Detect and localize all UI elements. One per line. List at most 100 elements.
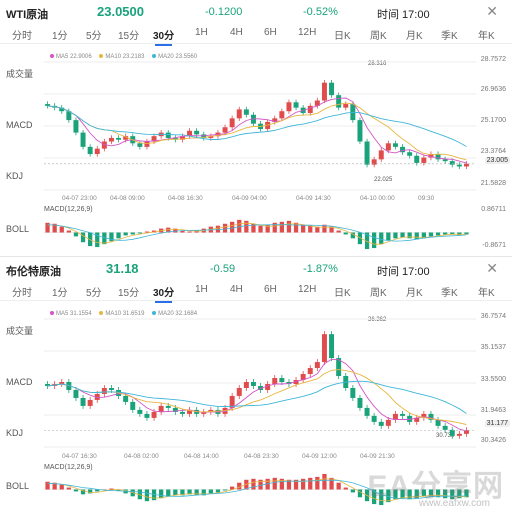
macd-bar [457,489,462,499]
macd-bar [215,225,221,233]
candle-body [250,382,256,386]
close-icon[interactable]: ✕ [486,3,498,19]
tab-period-active[interactable]: 30分 [153,284,174,303]
macd-bar [251,223,256,233]
x-axis-label: 04-07 23:00 [62,195,97,202]
macd-bar [407,232,412,239]
tab-period[interactable]: 1H [195,27,208,38]
tab-period[interactable]: 15分 [118,31,140,42]
indicator-macd[interactable]: MACD [6,120,33,130]
y-axis-label: 35.1537 [480,344,506,351]
macd-bar [116,232,121,239]
x-axis-label: 04-08 16:30 [168,195,203,202]
indicator-volume[interactable]: 成交量 [6,69,34,79]
tab-period[interactable]: 周K [370,31,387,42]
candle-body [442,425,448,430]
percent-change: -0.52% [303,6,338,18]
tab-period[interactable]: 5分 [86,288,102,299]
last-price: 31.18 [106,261,139,276]
macd-bar [166,227,171,233]
tab-period[interactable]: 日K [334,288,351,299]
candle-body [314,362,320,369]
tab-period[interactable]: 月K [406,288,423,299]
macd-bar [301,478,306,490]
tab-period[interactable]: 分时 [12,288,32,299]
candle-body [73,120,79,133]
tab-period[interactable]: 年K [478,288,495,299]
macd-bar [372,232,377,249]
macd-bar [88,232,93,247]
tab-period[interactable]: 4H [230,27,243,38]
tab-period[interactable]: 月K [406,31,423,42]
macd-bar [343,232,348,235]
candle-body [130,401,136,410]
tab-period-active[interactable]: 30分 [153,27,174,46]
candle-body [108,137,114,142]
macd-bar [393,232,398,239]
candle-body [101,387,107,394]
tab-period[interactable]: 6H [264,27,277,38]
tab-period[interactable]: 季K [441,288,458,299]
candle-body [307,368,313,375]
tab-period[interactable]: 周K [370,288,387,299]
candle-body [45,383,51,386]
macd-bar [364,232,370,250]
close-icon[interactable]: ✕ [486,260,498,276]
tab-period[interactable]: 4H [230,284,243,295]
indicator-kdj[interactable]: KDJ [6,428,24,438]
tab-period[interactable]: 6H [264,284,277,295]
tab-period[interactable]: 15分 [118,288,140,299]
x-axis-label: 04-09 12:00 [302,453,337,460]
current-price-tag: 23.005 [484,157,510,164]
candle-body [428,153,434,158]
tab-period[interactable]: 12H [298,284,317,295]
macd-bar [109,232,114,242]
macd-params-label: MACD(12,26,9) [44,464,93,471]
ma5-line [47,97,467,164]
tab-period[interactable]: 年K [478,31,495,42]
ma20-label: MA20 32.1684 [158,311,198,317]
ma-legend: MA5 31.1554 MA10 31.6519 MA20 32.1684 [44,311,197,317]
tab-period[interactable]: 5分 [86,31,102,42]
macd-bar [464,232,469,235]
y-axis-label: 26.9636 [480,86,506,93]
macd-bar [329,226,334,233]
tab-period[interactable]: 分时 [12,31,32,42]
indicator-macd[interactable]: MACD [6,377,33,387]
candle-body [236,387,242,396]
tab-period[interactable]: 12H [298,27,317,38]
y-axis-label: 25.1700 [480,117,506,124]
macd-bar [123,232,128,236]
macd-bar [244,220,249,233]
tab-period[interactable]: 1分 [52,31,68,42]
candle-body [428,413,434,420]
macd-bar [357,232,363,245]
candle-body [94,148,100,154]
macd-bar [421,232,426,239]
high-annotation: 28.316 [368,61,387,67]
indicator-kdj[interactable]: KDJ [6,171,24,181]
tab-period[interactable]: 日K [334,31,351,42]
indicator-boll[interactable]: BOLL [6,481,30,491]
candle-body [293,102,299,108]
tab-period[interactable]: 季K [441,31,458,42]
candle-body [286,102,292,112]
candle-body [87,399,93,406]
tab-period[interactable]: 1分 [52,288,68,299]
indicator-boll[interactable]: BOLL [6,224,30,234]
candlestick-chart[interactable] [0,257,476,511]
macd-bar [450,489,455,500]
candle-body [137,409,143,414]
macd-bar [187,489,192,495]
candle-body [364,141,370,165]
macd-bar [414,489,419,499]
candlestick-chart[interactable] [0,0,476,256]
ma-legend: MA5 22.9006 MA10 23.2183 MA20 23.5560 [44,54,197,60]
candle-body [229,395,235,408]
macd-bar [279,221,284,233]
y-axis-label: 23.3764 [480,148,506,155]
indicator-volume[interactable]: 成交量 [6,326,34,336]
tab-period[interactable]: 1H [195,284,208,295]
macd-bar [279,478,284,490]
candle-body [378,150,384,160]
